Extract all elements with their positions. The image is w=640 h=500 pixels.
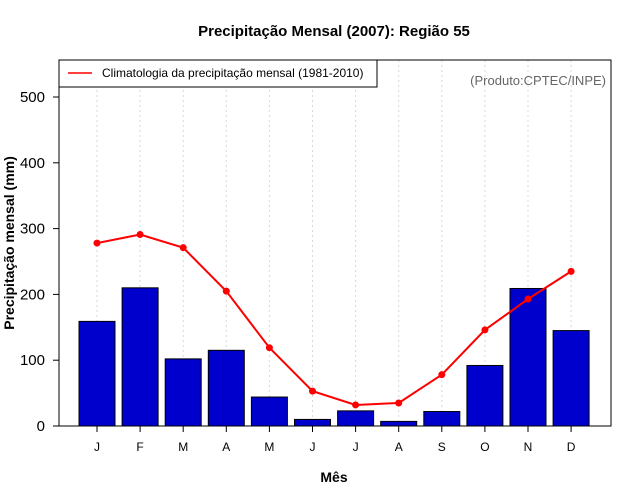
x-tick-label: A [222, 440, 230, 454]
climatology-point-7 [352, 401, 360, 409]
chart-title: Precipitação Mensal (2007): Região 55 [198, 23, 470, 40]
legend-box [58, 59, 378, 88]
bar-6 [294, 418, 331, 427]
x-tick-label: J [310, 440, 316, 454]
y-axis-label: Precipitação mensal (mm) [1, 156, 17, 330]
bar-10 [466, 364, 504, 427]
legend-entry-climatology: Climatologia da precipitação mensal (198… [102, 66, 363, 80]
y-tick-label: 300 [20, 221, 45, 238]
climatology-point-12 [567, 267, 575, 275]
x-tick-label: J [353, 440, 359, 454]
bar-9 [423, 411, 461, 427]
y-tick-label: 400 [20, 155, 45, 172]
bar-4 [207, 349, 245, 427]
credit-annotation: (Produto:CPTEC/INPE) [470, 73, 606, 88]
climatology-point-5 [265, 344, 273, 352]
bar-12 [552, 330, 590, 427]
climatology-line [96, 233, 572, 406]
climatology-point-2 [136, 231, 144, 239]
legend: Climatologia da precipitação mensal (198… [58, 59, 378, 88]
bar-5 [250, 396, 288, 427]
bar-series [78, 287, 590, 427]
climatology-line-series [93, 231, 575, 409]
bar-3 [164, 358, 202, 427]
x-tick-label: N [524, 440, 533, 454]
x-tick-label: D [567, 440, 576, 454]
climatology-point-6 [309, 387, 316, 395]
y-axis: 0 100 200 300 400 500 [20, 89, 59, 435]
bar-1 [78, 320, 116, 427]
climatology-point-1 [93, 239, 101, 247]
climatology-point-8 [395, 399, 403, 407]
x-tick-label: J [94, 440, 100, 454]
climatology-point-11 [524, 295, 532, 303]
y-tick-label: 100 [20, 352, 45, 369]
x-tick-label: O [480, 440, 489, 454]
x-tick-label: F [136, 440, 143, 454]
x-tick-label: S [438, 440, 446, 454]
bar-8 [380, 420, 418, 427]
y-tick-label: 200 [20, 286, 45, 303]
y-tick-label: 500 [20, 89, 45, 106]
bar-11 [509, 287, 547, 427]
x-axis-label: Mês [320, 469, 347, 485]
climatology-point-9 [438, 371, 446, 379]
y-tick-label: 0 [37, 418, 45, 435]
bar-7 [337, 410, 375, 427]
climatology-point-4 [222, 287, 230, 295]
x-tick-label: M [178, 440, 188, 454]
climatology-point-3 [179, 244, 187, 252]
bar-2 [121, 287, 159, 427]
climatology-point-10 [481, 326, 489, 334]
x-tick-label: M [264, 440, 274, 454]
x-tick-label: A [395, 440, 403, 454]
